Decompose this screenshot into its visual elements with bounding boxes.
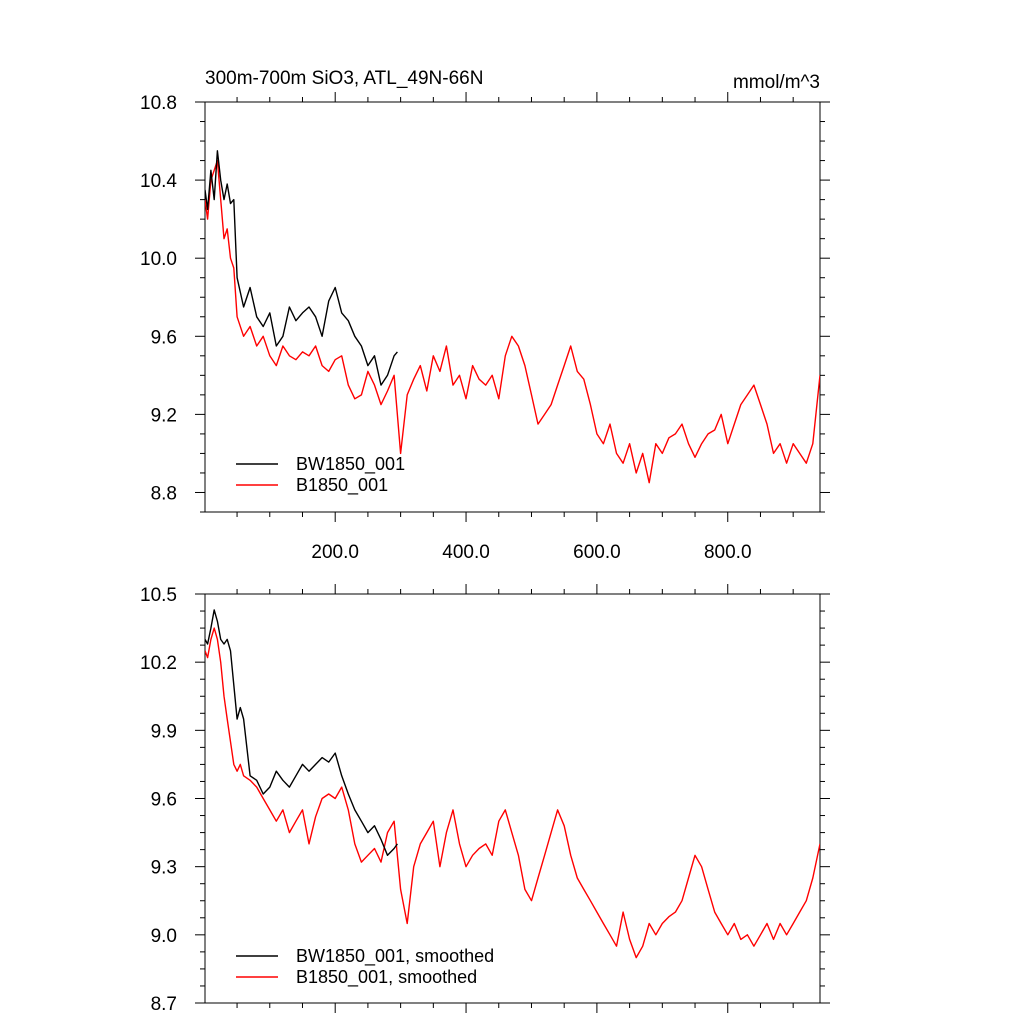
top-panel-title: 300m-700m SiO3, ATL_49N-66N <box>205 68 483 89</box>
y-tick-label: 8.8 <box>151 483 177 504</box>
legend-label: BW1850_001 <box>296 454 405 475</box>
y-tick-label: 9.6 <box>151 327 177 348</box>
legend-label: B1850_001 <box>296 475 388 496</box>
bottom-panel-series <box>205 609 820 959</box>
y-tick-label: 10.0 <box>140 249 177 270</box>
bottom-panel-tick-labels: 8.7 9.0 9.3 9.6 9.9 10.2 10.5 <box>140 585 177 1015</box>
y-tick-label: 9.9 <box>151 721 177 742</box>
bottom-panel-axes <box>195 584 830 1013</box>
legend-label: B1850_001, smoothed <box>296 967 477 988</box>
y-tick-label: 9.2 <box>151 405 177 426</box>
y-tick-label: 10.8 <box>140 93 177 114</box>
x-tick-label: 400.0 <box>442 542 490 563</box>
x-tick-label: 200.0 <box>311 542 359 563</box>
top-panel-axes <box>195 92 830 522</box>
bottom-panel: 8.7 9.0 9.3 9.6 9.9 10.2 10.5 BW1850_001, smoo… <box>140 584 830 1015</box>
y-tick-label: 9.0 <box>151 926 177 947</box>
plot-frame <box>204 593 821 1004</box>
series-line-1 <box>205 159 820 484</box>
x-tick-label: 600.0 <box>573 542 621 563</box>
series-line-0 <box>205 609 398 856</box>
top-panel: 300m-700m SiO3, ATL_49N-66N mmol/m^3 8.8… <box>140 68 830 563</box>
y-tick-label: 9.3 <box>151 858 177 879</box>
y-tick-label: 10.5 <box>140 585 177 606</box>
y-tick-label: 10.4 <box>140 171 177 192</box>
top-panel-tick-labels: 8.8 9.2 9.6 10.0 10.4 10.8 200.0 400.0 600.0 800.… <box>140 93 752 563</box>
legend-label: BW1850_001, smoothed <box>296 946 494 967</box>
top-panel-series <box>205 150 820 484</box>
y-tick-label: 9.6 <box>151 790 177 811</box>
x-tick-label: 800.0 <box>704 542 752 563</box>
y-tick-label: 10.2 <box>140 653 177 674</box>
series-line-0 <box>205 150 398 386</box>
series-line-1 <box>205 627 820 959</box>
plot-frame <box>204 101 821 513</box>
top-panel-units: mmol/m^3 <box>733 72 820 93</box>
y-tick-label: 8.7 <box>151 994 177 1015</box>
